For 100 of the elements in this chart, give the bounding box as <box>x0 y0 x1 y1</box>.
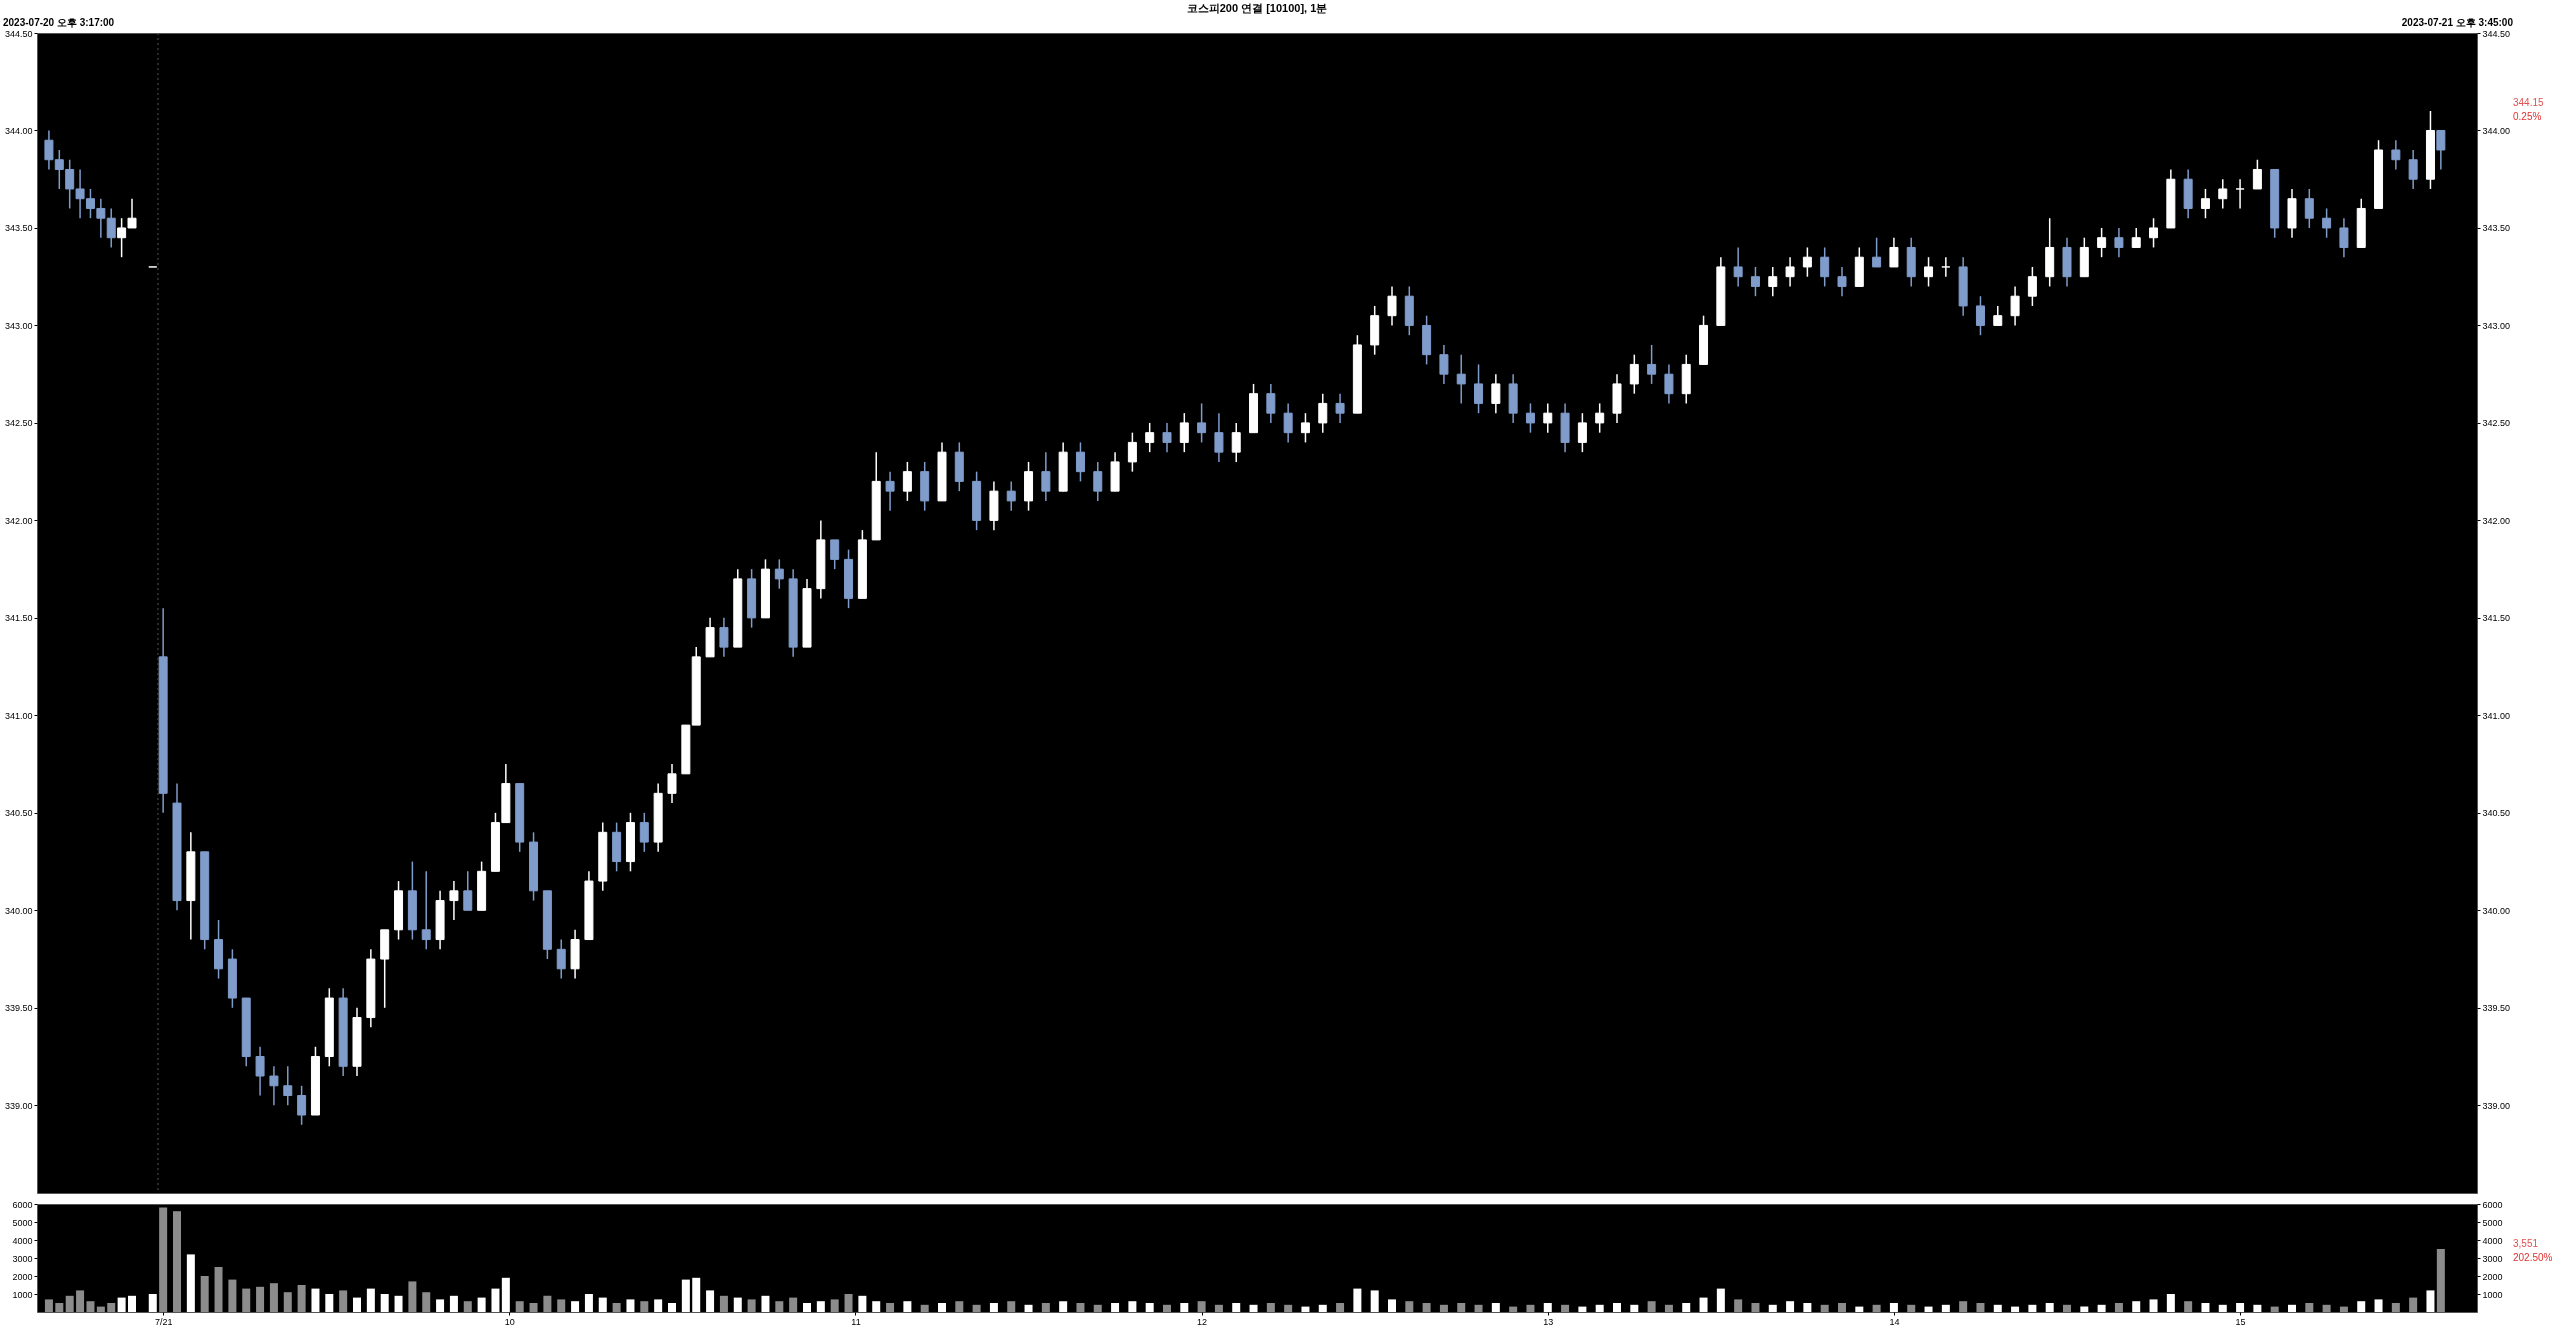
y-tick-label: 341.50 <box>4 613 33 624</box>
candlestick <box>2235 178 2245 210</box>
bar <box>159 1207 168 1312</box>
bar <box>733 1297 742 1312</box>
x-tick-label: 13 <box>1543 1316 1554 1327</box>
candlestick <box>297 1085 307 1126</box>
bar <box>2080 1306 2089 1312</box>
bar <box>1076 1303 1085 1312</box>
bar <box>449 1295 458 1312</box>
x-tick-label: 7/21 <box>154 1316 173 1327</box>
bar <box>269 1283 278 1312</box>
candlestick <box>2304 188 2314 229</box>
bar <box>2322 1304 2331 1312</box>
bar <box>283 1292 292 1312</box>
bar <box>55 1303 64 1312</box>
candlestick <box>106 207 116 249</box>
y2-tick-label: 341.50 <box>2482 613 2511 624</box>
chart-title: 코스피200 연결 [10100], 1분 <box>1186 2 1328 14</box>
bar <box>2288 1304 2296 1312</box>
bar <box>422 1292 431 1312</box>
bar <box>2270 1306 2279 1312</box>
x-tick-label: 11 <box>851 1316 861 1327</box>
bar <box>1388 1299 1396 1312</box>
y-tick-label: 1000 <box>12 1289 33 1300</box>
candlestick <box>1093 461 1103 502</box>
bar <box>325 1294 334 1312</box>
bar <box>692 1277 701 1312</box>
bar <box>1855 1306 1864 1312</box>
y-tick-label: 340.00 <box>4 905 33 916</box>
bar <box>1024 1304 1033 1312</box>
bar <box>1630 1304 1639 1312</box>
candlestick <box>1543 402 1553 434</box>
bar <box>228 1279 237 1312</box>
candlestick <box>1768 266 1778 297</box>
y2-tick-label: 2000 <box>2482 1271 2503 1282</box>
bar <box>186 1254 195 1312</box>
x-tick-label: 14 <box>1889 1316 1900 1327</box>
bar <box>920 1304 929 1312</box>
bar <box>529 1303 538 1312</box>
bar <box>706 1290 715 1312</box>
candlestick <box>2131 227 2141 249</box>
bar <box>989 1303 998 1312</box>
candlestick <box>1231 422 1241 463</box>
candlestick <box>719 617 729 658</box>
bar <box>2149 1299 2158 1312</box>
candlestick <box>1750 266 1760 297</box>
bar <box>2339 1306 2348 1312</box>
bar <box>148 1294 157 1312</box>
candlestick <box>1975 295 1985 336</box>
candlestick <box>1266 383 1276 424</box>
bar <box>872 1301 881 1312</box>
bar <box>1803 1303 1812 1312</box>
bar <box>477 1297 486 1312</box>
bar <box>44 1299 53 1312</box>
bar <box>1284 1304 1293 1312</box>
y-tick-label: 3000 <box>12 1253 33 1264</box>
bar <box>612 1303 621 1312</box>
bar <box>626 1299 635 1312</box>
candlestick <box>255 1046 265 1097</box>
candlestick <box>902 461 912 502</box>
bar <box>972 1304 981 1312</box>
y2-tick-label: 342.50 <box>2482 418 2511 429</box>
candlestick <box>1145 422 1155 453</box>
bar <box>2114 1303 2123 1312</box>
y2-tick-label: 6000 <box>2482 1199 2503 1210</box>
candlestick <box>1474 363 1484 414</box>
candlestick <box>1941 256 1951 278</box>
candlestick <box>2027 266 2037 307</box>
y2-tick-label: 340.50 <box>2482 808 2511 819</box>
candlestick <box>1647 344 1657 385</box>
bar <box>830 1299 839 1312</box>
bar <box>747 1299 756 1312</box>
bar <box>463 1301 472 1312</box>
bar <box>501 1277 510 1312</box>
bar <box>2253 1304 2262 1312</box>
candlestick <box>2436 129 2446 171</box>
bar <box>2374 1299 2383 1312</box>
y2-tick-label: 343.50 <box>2482 223 2511 234</box>
candlestick <box>2218 178 2228 210</box>
bar <box>1578 1306 1587 1312</box>
bar <box>1699 1297 1708 1312</box>
bar <box>1214 1304 1223 1312</box>
candlestick <box>1820 246 1830 288</box>
y2-tick-label: 343.00 <box>2482 320 2511 331</box>
bar <box>1111 1303 1120 1312</box>
candlestick <box>1300 412 1310 444</box>
y-tick-label: 5000 <box>12 1217 33 1228</box>
y2-tick-label: 1000 <box>2482 1289 2503 1300</box>
bar <box>844 1294 853 1312</box>
bar <box>1647 1301 1656 1312</box>
bar <box>1872 1304 1881 1312</box>
text: 3,551 <box>2513 1238 2539 1249</box>
candlestick <box>1006 480 1016 512</box>
candlestick <box>421 870 431 951</box>
bar <box>1180 1303 1189 1312</box>
candlestick <box>2200 188 2210 219</box>
bar <box>1907 1304 1916 1312</box>
bar <box>366 1288 375 1312</box>
candlestick <box>269 1065 279 1107</box>
bar <box>1751 1303 1760 1312</box>
